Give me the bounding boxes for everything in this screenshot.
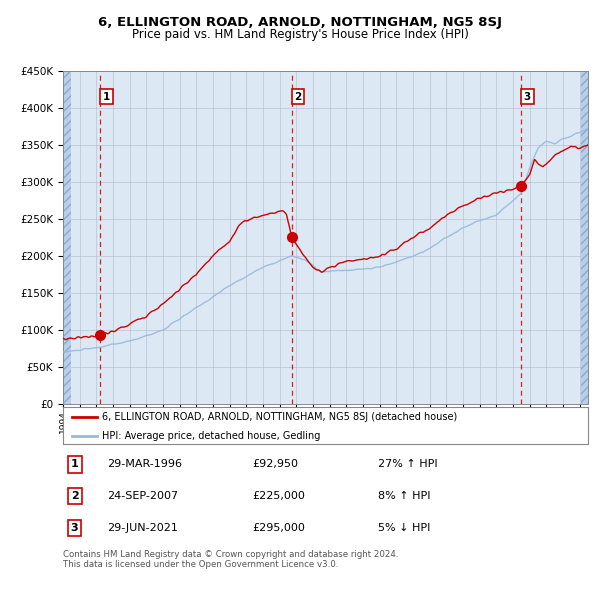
- Text: 1: 1: [103, 91, 110, 101]
- Text: 27% ↑ HPI: 27% ↑ HPI: [378, 460, 437, 470]
- Text: 5% ↓ HPI: 5% ↓ HPI: [378, 523, 430, 533]
- Bar: [63, 71, 71, 404]
- Text: 6, ELLINGTON ROAD, ARNOLD, NOTTINGHAM, NG5 8SJ: 6, ELLINGTON ROAD, ARNOLD, NOTTINGHAM, N…: [98, 16, 502, 29]
- Text: 6, ELLINGTON ROAD, ARNOLD, NOTTINGHAM, NG5 8SJ (detached house): 6, ELLINGTON ROAD, ARNOLD, NOTTINGHAM, N…: [103, 412, 458, 422]
- Text: Price paid vs. HM Land Registry's House Price Index (HPI): Price paid vs. HM Land Registry's House …: [131, 28, 469, 41]
- Text: 8% ↑ HPI: 8% ↑ HPI: [378, 491, 431, 501]
- Text: 2: 2: [71, 491, 79, 501]
- Text: £295,000: £295,000: [252, 523, 305, 533]
- Text: 1: 1: [71, 460, 79, 470]
- Text: £92,950: £92,950: [252, 460, 298, 470]
- Bar: [581, 71, 588, 404]
- Text: £225,000: £225,000: [252, 491, 305, 501]
- Text: 2: 2: [295, 91, 302, 101]
- Text: 29-JUN-2021: 29-JUN-2021: [107, 523, 179, 533]
- Text: 24-SEP-2007: 24-SEP-2007: [107, 491, 179, 501]
- Text: HPI: Average price, detached house, Gedling: HPI: Average price, detached house, Gedl…: [103, 431, 321, 441]
- Text: 3: 3: [524, 91, 531, 101]
- Text: 29-MAR-1996: 29-MAR-1996: [107, 460, 182, 470]
- Text: Contains HM Land Registry data © Crown copyright and database right 2024.
This d: Contains HM Land Registry data © Crown c…: [63, 550, 398, 569]
- Text: 3: 3: [71, 523, 79, 533]
